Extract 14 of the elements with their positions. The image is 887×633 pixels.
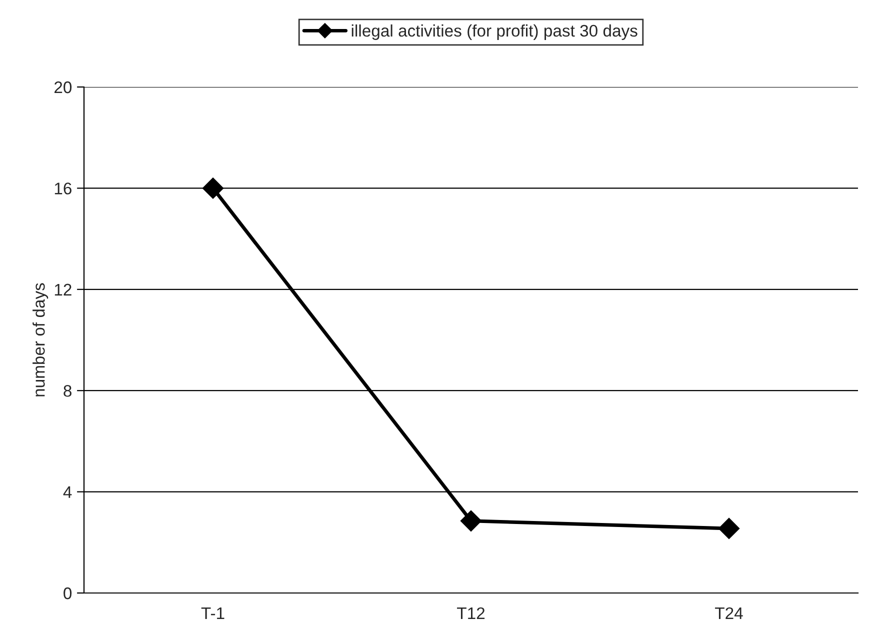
y-axis-title: number of days — [32, 283, 48, 396]
y-tick-label: 20 — [54, 81, 72, 94]
y-tick-label: 16 — [54, 182, 72, 194]
y-tick-label: 12 — [54, 284, 72, 296]
x-tick-label: T24 — [715, 607, 743, 619]
y-tick-label: 4 — [63, 486, 72, 498]
x-tick-label: T-1 — [201, 608, 224, 619]
y-tick-label: 8 — [64, 385, 72, 397]
y-tick-label: 0 — [64, 587, 72, 600]
point — [460, 510, 482, 532]
x-tick-label: T12 — [457, 607, 485, 619]
point — [202, 178, 224, 199]
point — [718, 518, 740, 539]
legend-label: illegal activities (for profit) past 30 days — [352, 24, 638, 40]
